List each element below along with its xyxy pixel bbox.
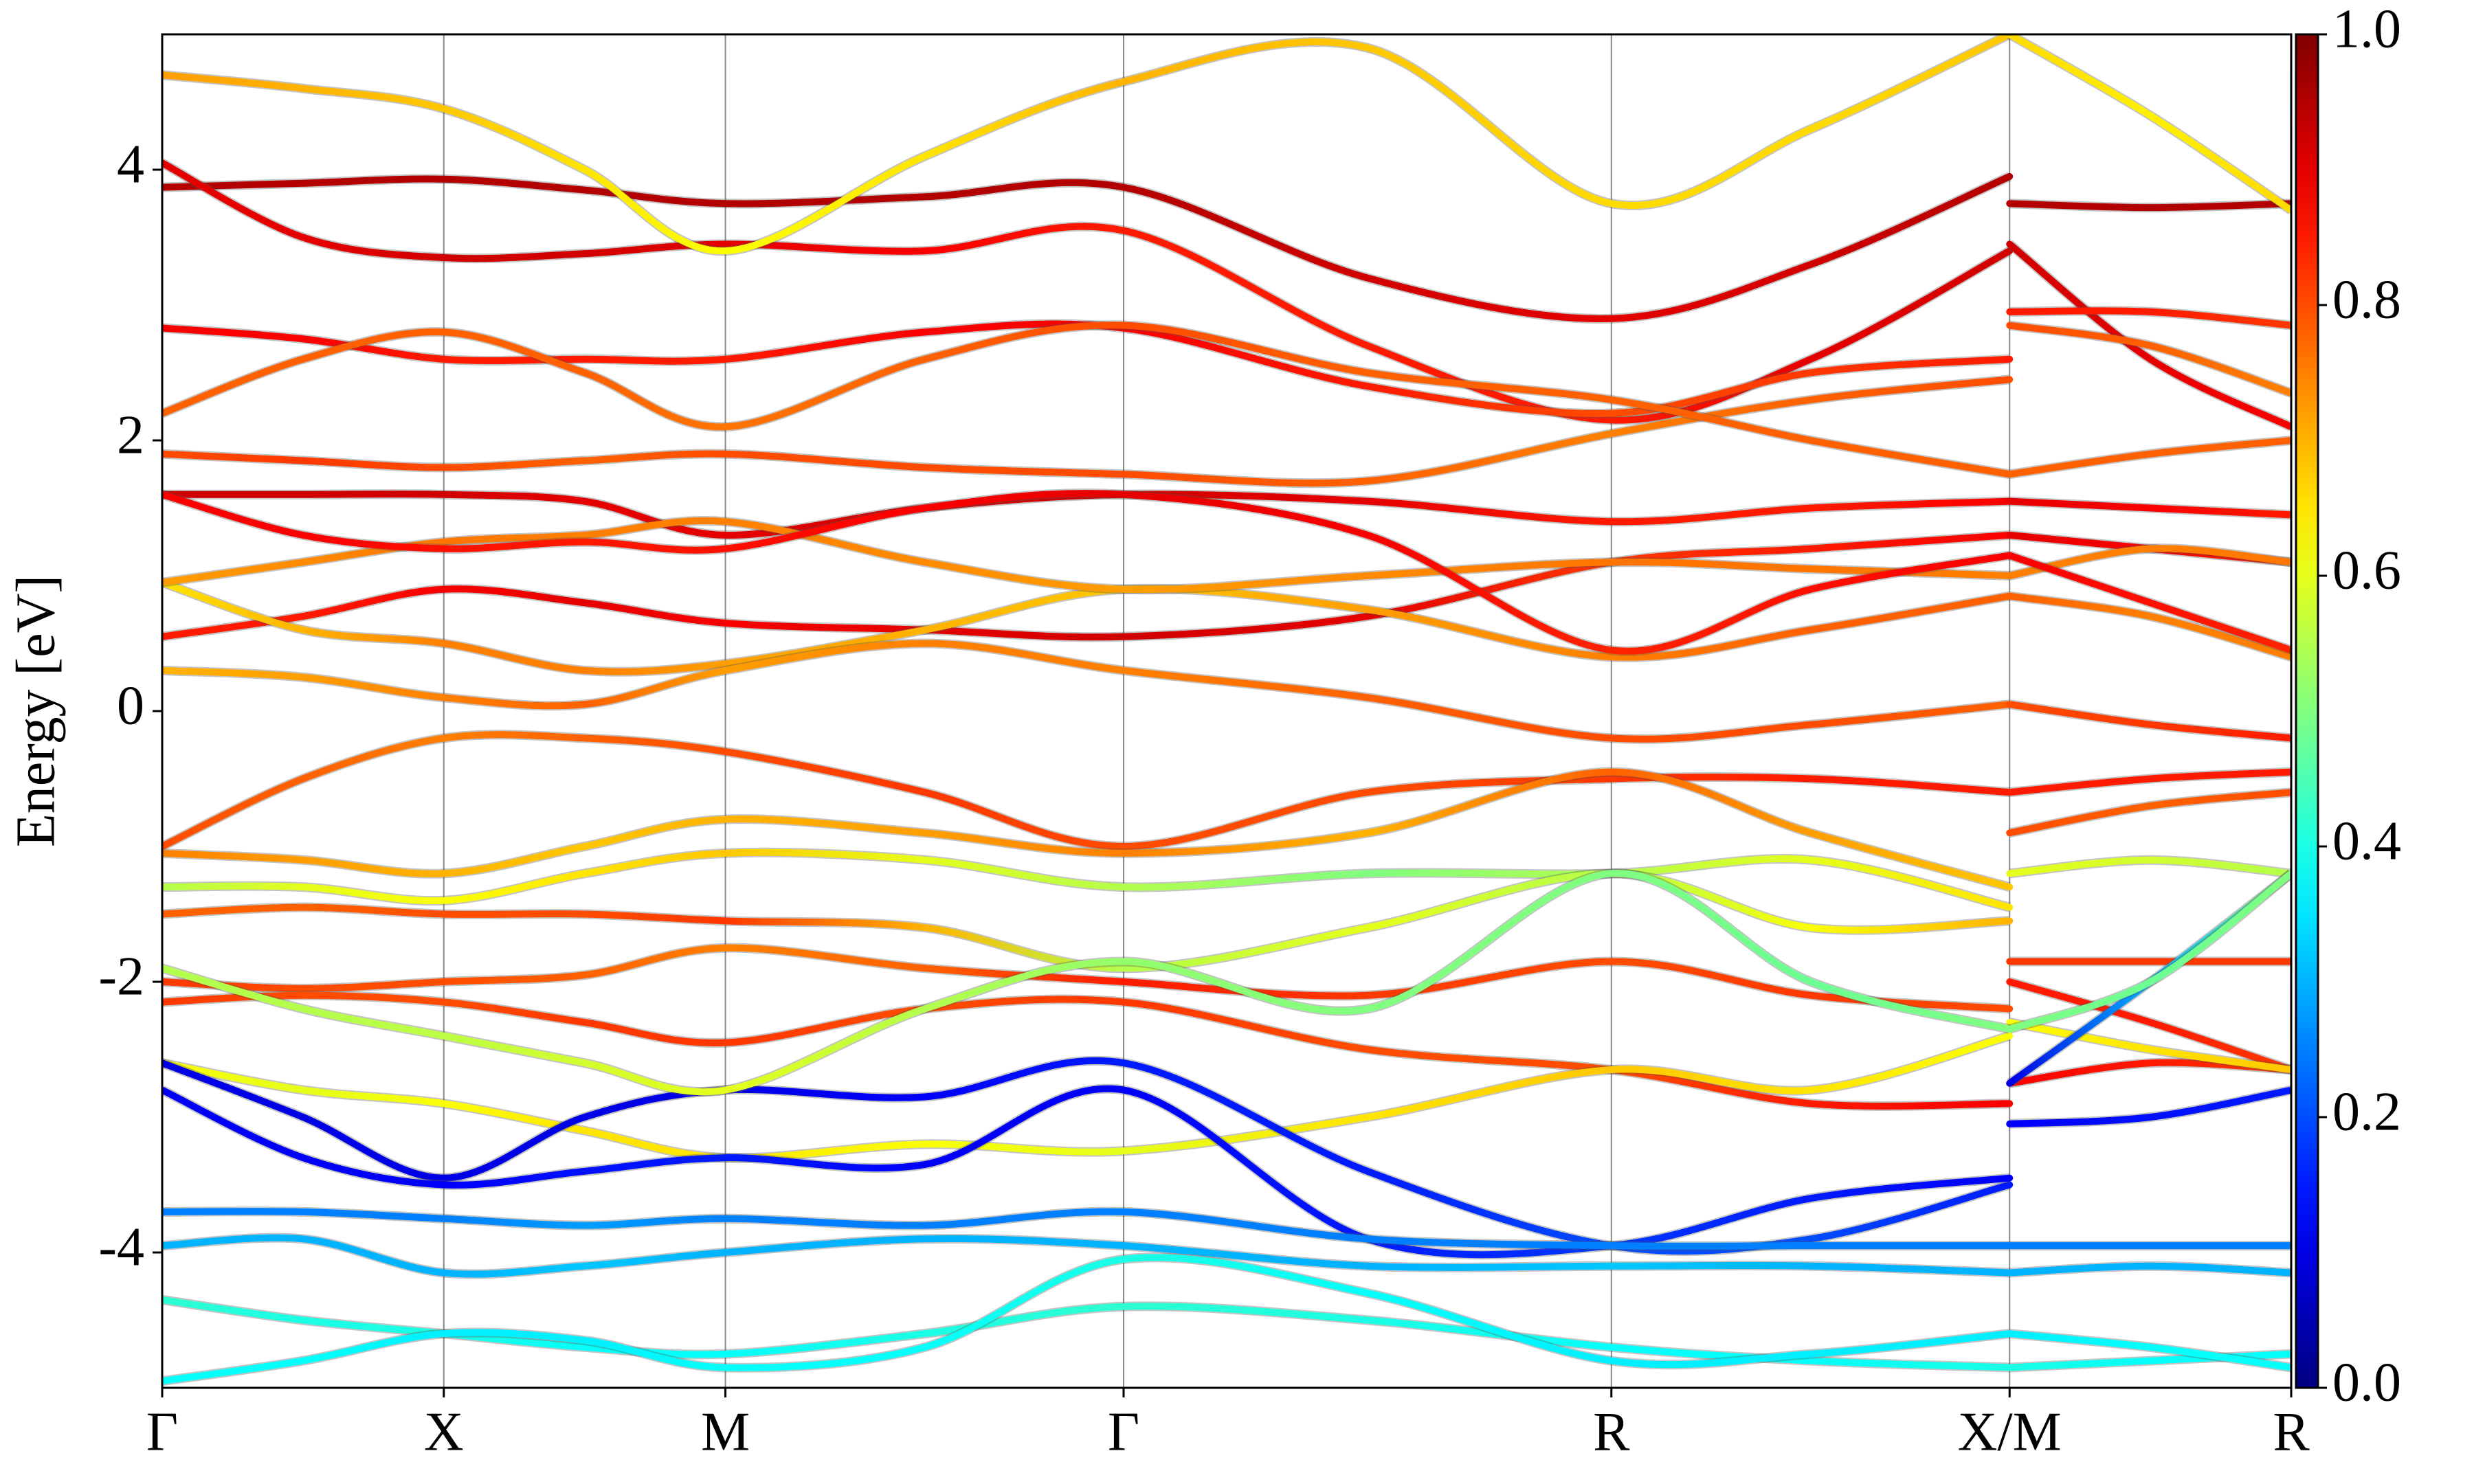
colorbar-tick-label: 0.6 — [2332, 540, 2401, 600]
band — [162, 578, 2014, 675]
band — [162, 517, 2014, 594]
band — [162, 1085, 2014, 1259]
band — [162, 172, 2014, 322]
colorbar — [2295, 33, 2319, 1389]
band — [2006, 870, 2291, 1033]
colorbar-tick-label: 0.2 — [2332, 1081, 2401, 1142]
x-tick-label: Γ — [1108, 1402, 1139, 1462]
band — [2006, 789, 2291, 837]
y-tick-label: 2 — [117, 405, 144, 465]
band — [162, 991, 2014, 1110]
band — [162, 1057, 2014, 1255]
band — [162, 1234, 2014, 1278]
band — [162, 1208, 2014, 1250]
band — [162, 159, 2014, 424]
x-tick-label: R — [1593, 1402, 1630, 1462]
colorbar-tick-label: 0.8 — [2332, 269, 2401, 330]
band — [162, 848, 2014, 911]
band — [2006, 200, 2291, 212]
band — [2006, 592, 2291, 661]
axes: Γ X M Γ R X/M R -4 -2 0 2 4 0.0 0.2 0.4 0.6 0.8 1.0 — [98, 0, 2401, 1462]
band — [162, 322, 2014, 478]
band — [162, 944, 2014, 1013]
colorbar-tick-label: 0.0 — [2332, 1352, 2401, 1413]
band — [2006, 34, 2291, 214]
band — [2006, 307, 2291, 329]
y-tick-label: -2 — [98, 946, 144, 1007]
y-tick-label: 0 — [117, 675, 144, 736]
x-tick-label: R — [2273, 1402, 2310, 1462]
band — [162, 768, 2014, 891]
band — [2006, 497, 2291, 519]
band — [2006, 552, 2291, 654]
band — [162, 34, 2014, 255]
x-tick-label: Γ — [146, 1402, 178, 1462]
bands — [162, 34, 2291, 1386]
band — [2006, 437, 2291, 478]
band — [2006, 1086, 2291, 1127]
band — [2006, 701, 2291, 742]
band — [2006, 768, 2291, 796]
band — [2006, 240, 2291, 431]
band — [162, 640, 2014, 743]
y-tick-label: 4 — [117, 134, 144, 194]
band — [162, 870, 2014, 972]
x-tick-label: X — [424, 1402, 464, 1462]
band — [2006, 1350, 2291, 1371]
band — [162, 731, 2014, 851]
band — [162, 1254, 2014, 1385]
band — [162, 490, 2014, 655]
band — [2006, 1262, 2291, 1277]
band — [162, 320, 2014, 417]
colorbar-tick-label: 1.0 — [2332, 0, 2401, 59]
y-axis-label: Energy [eV] — [5, 575, 66, 847]
band — [2006, 1330, 2291, 1371]
band — [162, 531, 2014, 641]
band — [2006, 322, 2291, 397]
x-tick-label: X/M — [1958, 1402, 2062, 1462]
band — [2006, 856, 2291, 877]
x-tick-label: M — [701, 1402, 750, 1462]
band — [2006, 978, 2291, 1074]
band — [162, 870, 2014, 1096]
band — [2006, 1019, 2291, 1074]
y-tick-label: -4 — [98, 1217, 144, 1277]
band — [162, 1032, 2014, 1162]
colorbar-tick-label: 0.4 — [2332, 811, 2401, 871]
